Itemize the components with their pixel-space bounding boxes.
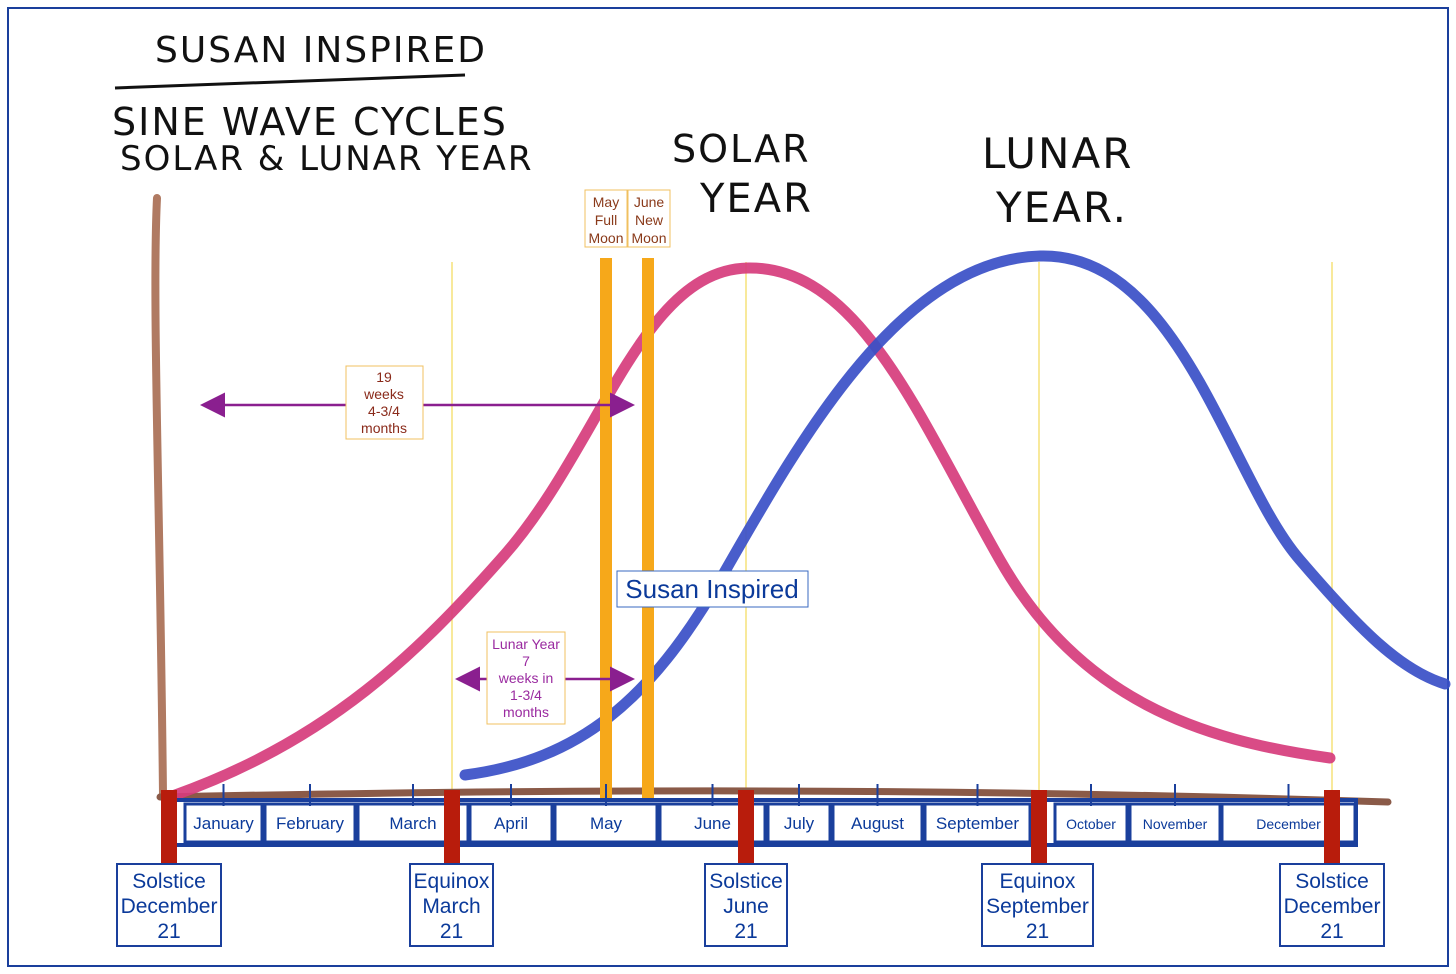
month-cell: January [183,784,264,844]
marker-label: 21 [1026,920,1049,943]
may-full-moon-bar [600,258,612,806]
title-underline [114,73,466,90]
month-label: January [193,814,254,833]
marker-box [1279,863,1385,947]
month-label: May [590,814,623,833]
month-label: October [1066,816,1116,832]
svg-text:Lunar Year: Lunar Year [492,636,560,652]
horizontal-axis [156,787,1392,806]
marker-label: 21 [440,920,463,943]
marker-label: March [422,895,480,918]
june-new-moon-bar [642,258,654,806]
lunar-span-label: Lunar Year 7 weeks in 1-3/4 months [486,631,566,725]
month-label: November [1143,816,1208,832]
marker-label: December [121,895,218,918]
svg-text:Susan Inspired: Susan Inspired [625,574,798,604]
svg-text:weeks: weeks [363,386,404,402]
svg-text:Full: Full [595,212,618,228]
may-full-moon-label: May Full Moon [584,189,628,248]
marker-label: December [1284,895,1381,918]
marker-box [409,863,494,947]
solar-heading-1: SOLAR [672,127,810,171]
month-label: February [276,814,345,833]
marker-label: 21 [157,920,180,943]
month-cell: October [1053,784,1129,844]
svg-text:New: New [635,212,664,228]
marker-box [116,863,222,947]
svg-text:May: May [593,194,619,210]
solar-span-label: 19 weeks 4-3/4 months [345,365,424,440]
month-label: April [494,814,528,833]
svg-text:Moon: Moon [588,230,623,246]
month-cell: February [263,784,357,844]
month-cell: November [1128,784,1222,844]
marker-box [704,863,788,947]
svg-text:7: 7 [522,653,530,669]
marker-label: September [986,895,1089,918]
marker-label: Solstice [1295,870,1369,893]
marker-label: 21 [1320,920,1343,943]
handwritten-title: SUSAN INSPIRED [155,30,487,71]
month-label: August [851,814,904,833]
svg-text:June: June [634,194,665,210]
svg-text:months: months [503,704,549,720]
marker-label: Solstice [709,870,783,893]
marker-bar [738,790,754,864]
marker-label: June [723,895,769,918]
solar-heading-2: YEAR [699,176,813,222]
marker-label: 21 [734,920,757,943]
month-cell: July [766,784,832,844]
month-cell: April [468,784,554,844]
svg-text:weeks in: weeks in [498,670,553,686]
marker-label: Equinox [1000,870,1076,893]
month-strip: January February March April May June July Augu… [166,784,1358,847]
watermark-label: Susan Inspired [616,570,809,608]
month-label: March [389,814,436,833]
svg-text:1-3/4: 1-3/4 [510,687,542,703]
vertical-axis [151,194,167,799]
handwritten-subtitle-1: SINE WAVE CYCLES [112,100,508,144]
month-cell: August [831,784,924,844]
june-new-moon-label: June New Moon [627,189,671,248]
month-cell: May [553,784,659,844]
solar-year-curve [169,262,1336,801]
svg-text:Moon: Moon [631,230,666,246]
month-label: September [936,814,1019,833]
marker-bar [1324,790,1340,864]
handwritten-subtitle-2: SOLAR & LUNAR YEAR [120,139,533,179]
month-label: July [784,814,815,833]
marker-box [981,863,1094,947]
lunar-year-curve [459,250,1451,781]
month-label: December [1256,816,1321,832]
marker-label: Equinox [414,870,490,893]
marker-bar [444,790,460,864]
season-markers: SolsticeDecember21EquinoxMarch21Solstice… [116,790,1385,947]
svg-text:months: months [361,420,407,436]
svg-text:19: 19 [376,369,392,385]
svg-text:4-3/4: 4-3/4 [368,403,400,419]
month-label: June [694,814,731,833]
lunar-heading-2: YEAR. [995,183,1128,232]
lunar-heading-1: LUNAR [982,129,1133,178]
month-cell: September [923,784,1032,844]
marker-bar [1031,790,1047,864]
marker-label: Solstice [132,870,206,893]
marker-bar [161,790,177,864]
